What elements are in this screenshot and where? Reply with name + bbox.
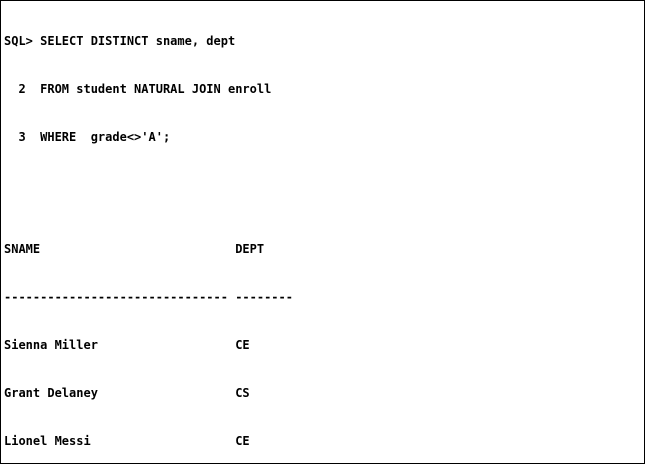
result-row: Lionel Messi CE xyxy=(4,434,250,448)
result-row: Sienna Miller CE xyxy=(4,338,250,352)
result-separator: ------------------------------- -------- xyxy=(4,290,293,304)
query-line-2: 2 FROM student NATURAL JOIN enroll xyxy=(4,82,272,96)
query-line-3: 3 WHERE grade<>'A'; xyxy=(4,130,171,144)
result-row: Grant Delaney CS xyxy=(4,386,250,400)
result-header: SNAME DEPT xyxy=(4,242,265,256)
query-line-1: SQL> SELECT DISTINCT sname, dept xyxy=(4,34,236,48)
blank-line xyxy=(4,177,293,193)
console-output: SQL> SELECT DISTINCT sname, dept 2 FROM … xyxy=(4,1,293,463)
